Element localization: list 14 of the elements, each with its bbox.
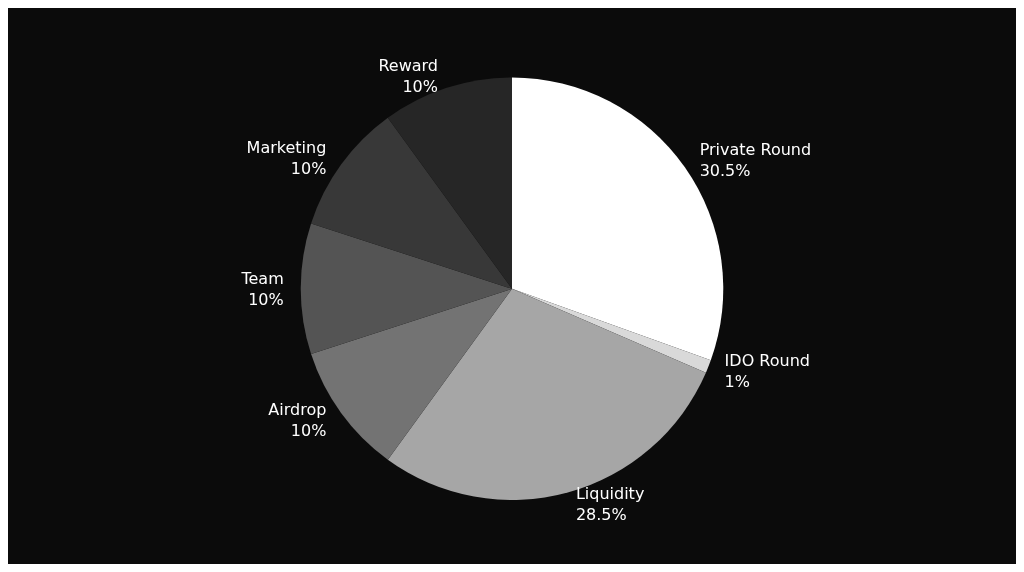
slice-label: Marketing bbox=[246, 137, 327, 157]
slice-label: Liquidity bbox=[575, 484, 645, 504]
data-label: 10% bbox=[402, 77, 438, 97]
slice-label: IDO Round bbox=[724, 350, 810, 370]
data-label: 10% bbox=[290, 158, 327, 178]
slice-label: Private Round bbox=[699, 140, 812, 160]
data-label: 30.5% bbox=[699, 161, 751, 181]
slice-label: Team bbox=[240, 268, 284, 288]
data-label: 1% bbox=[724, 371, 750, 391]
data-label: 10% bbox=[248, 289, 284, 309]
slice-label: Airdrop bbox=[268, 400, 327, 420]
data-label: 28.5% bbox=[575, 505, 627, 525]
data-label: 10% bbox=[290, 421, 327, 441]
slice-label: Reward bbox=[378, 56, 438, 76]
